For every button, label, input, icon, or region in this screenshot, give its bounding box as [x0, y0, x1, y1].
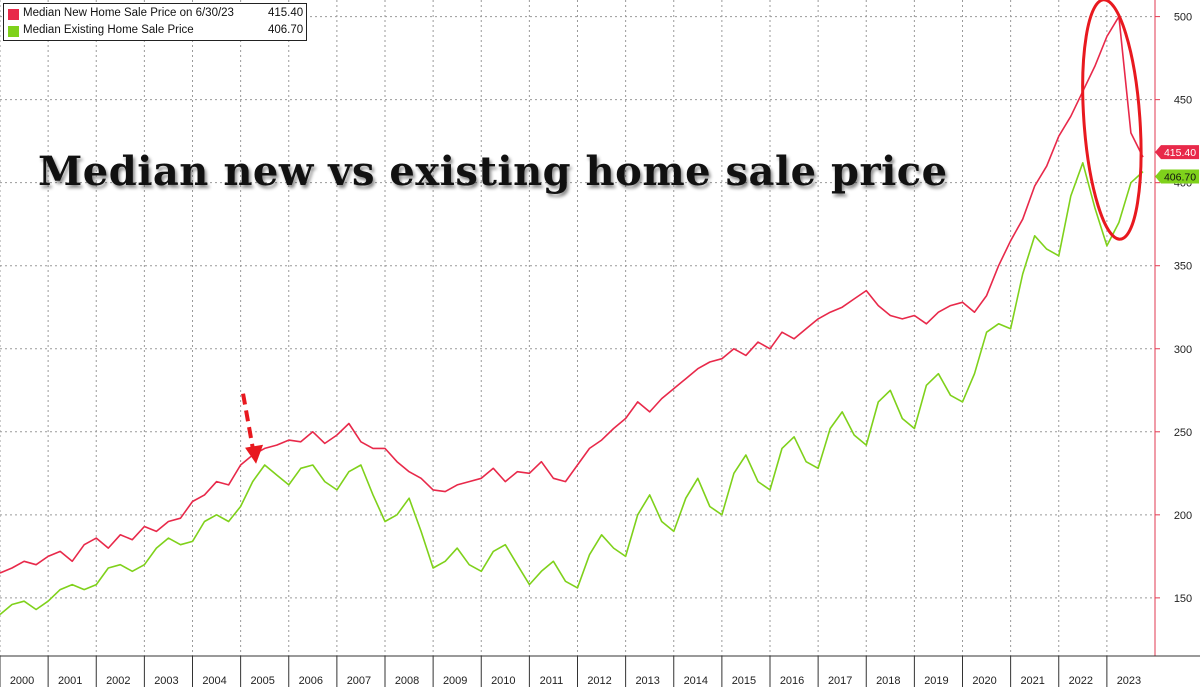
y-tick-label: 500: [1174, 12, 1192, 24]
last-value-tag-new: [1155, 145, 1199, 160]
x-tick-label: 2009: [443, 675, 467, 687]
x-tick-label: 2006: [299, 675, 323, 687]
x-tick-label: 2012: [587, 675, 611, 687]
x-tick-label: 2002: [106, 675, 130, 687]
x-tick-label: 2017: [828, 675, 852, 687]
x-tick-label: 2015: [732, 675, 756, 687]
chart-title: Median new vs existing home sale price: [38, 148, 948, 195]
y-tick-label: 200: [1174, 510, 1192, 522]
x-tick-label: 2000: [10, 675, 34, 687]
x-tick-label: 2008: [395, 675, 419, 687]
y-tick-label: 250: [1174, 427, 1192, 439]
x-tick-label: 2007: [347, 675, 371, 687]
x-tick-label: 2010: [491, 675, 515, 687]
x-tick-label: 2003: [154, 675, 178, 687]
y-tick-label: 300: [1174, 344, 1192, 356]
x-tick-label: 2019: [924, 675, 948, 687]
legend: Median New Home Sale Price on 6/30/23 41…: [3, 3, 307, 41]
legend-label-existing: Median Existing Home Sale Price: [23, 24, 194, 36]
x-tick-label: 2018: [876, 675, 900, 687]
last-value-tags: 415.40 406.70: [1155, 145, 1199, 184]
x-tick-label: 2011: [540, 675, 564, 687]
annotation-arrowhead: [245, 444, 264, 464]
x-tick-label: 2001: [58, 675, 82, 687]
x-tick-label: 2021: [1020, 675, 1044, 687]
legend-swatch-new: [8, 9, 19, 20]
x-tick-label: 2014: [684, 675, 708, 687]
annotation-arrow-shaft: [241, 393, 256, 451]
y-tick-label: 150: [1174, 593, 1192, 605]
series-layer: [0, 15, 1144, 616]
gridlines: [0, 0, 1156, 656]
x-tick-label: 2004: [202, 675, 226, 687]
x-tick-label: 2020: [972, 675, 996, 687]
legend-value-existing: 406.70: [268, 24, 304, 36]
legend-value-new: 415.40: [268, 7, 304, 19]
y-tick-label: 350: [1174, 261, 1192, 273]
series-line-existing: [0, 162, 1144, 616]
plot-background: [0, 0, 1155, 656]
x-tick-label: 2022: [1069, 675, 1093, 687]
last-value-label-new: 415.40: [1164, 147, 1196, 159]
series-line-new: [0, 15, 1144, 574]
legend-label-new: Median New Home Sale Price on 6/30/23: [23, 7, 234, 19]
x-tick-label: 2016: [780, 675, 804, 687]
annotations: [241, 0, 1143, 464]
last-value-label-existing: 406.70: [1164, 172, 1196, 184]
x-tick-label: 2005: [250, 675, 274, 687]
legend-swatch-existing: [8, 26, 19, 37]
x-tick-label: 2023: [1117, 675, 1141, 687]
annotation-ellipse: [1081, 0, 1143, 241]
y-tick-label: 450: [1174, 95, 1192, 107]
x-tick-label: 2013: [635, 675, 659, 687]
last-value-tag-existing: [1155, 169, 1199, 184]
